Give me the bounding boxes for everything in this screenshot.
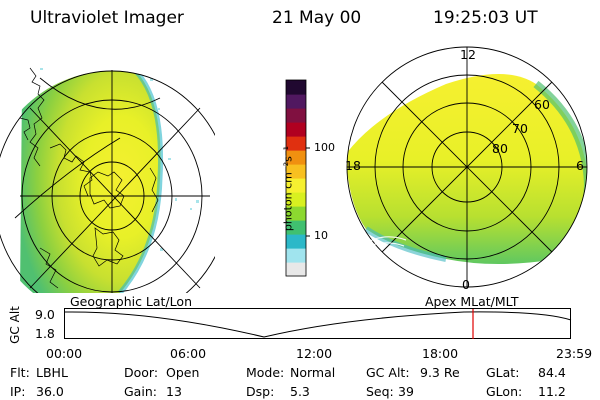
mlt-label-top: 12 <box>460 47 476 62</box>
status-glon-value: 11.2 <box>538 384 566 399</box>
colorbar-tick-10: 10 <box>314 229 328 242</box>
altitude-ylabel: GC Alt <box>8 306 22 344</box>
status-glon-key: GLon: <box>486 384 523 399</box>
time-label: 19:25:03 UT <box>433 8 538 28</box>
status-dsp-key: Dsp: <box>246 384 275 399</box>
status-glat-key: GLat: <box>486 365 520 380</box>
colorbar-stripe <box>286 108 306 123</box>
status-flt-key: Flt: <box>10 365 30 380</box>
colorbar-tick-100: 100 <box>314 141 335 154</box>
altitude-xtick-3: 18:00 <box>422 346 459 361</box>
speckle-noise <box>40 68 199 251</box>
altitude-xtick-4: 23:59 <box>556 346 593 361</box>
scan-arcs <box>359 236 407 251</box>
colorbar-scale <box>286 80 306 277</box>
colorbar <box>285 79 310 277</box>
status-dsp-value: 5.3 <box>290 384 310 399</box>
status-seq-key: Seq: <box>366 384 394 399</box>
apex-polar-image <box>346 46 588 288</box>
colorbar-stripe <box>286 136 306 151</box>
geo-grid <box>0 70 215 293</box>
colorbar-stripe <box>286 164 306 179</box>
status-door-key: Door: <box>124 365 159 380</box>
colorbar-stripe <box>286 94 306 109</box>
coastlines <box>19 67 159 289</box>
altitude-xtick-0: 00:00 <box>46 346 83 361</box>
colorbar-unit-label: photon cm⁻²s⁻¹ <box>281 145 295 232</box>
status-glat-value: 84.4 <box>538 365 566 380</box>
right-panel-label: Apex MLat/MLT <box>425 294 519 309</box>
status-seq-value: 39 <box>398 384 414 399</box>
colorbar-stripe <box>286 234 306 249</box>
colorbar-stripe <box>286 262 306 277</box>
lat-label-60: 60 <box>534 97 550 112</box>
colorbar-stripe <box>286 178 306 193</box>
mlt-label-right: 6 <box>576 158 584 173</box>
colorbar-stripe <box>286 220 306 235</box>
status-gcalt-value: 9.3 Re <box>420 365 460 380</box>
status-flt-value: LBHL <box>36 365 68 380</box>
altitude-plot <box>64 308 572 339</box>
status-gain-value: 13 <box>166 384 182 399</box>
mlt-label-bottom: 0 <box>462 277 470 292</box>
altitude-ylabel-wrap: GC Alt <box>2 306 30 346</box>
date-label: 21 May 00 <box>272 8 362 28</box>
mlt-label-left: 18 <box>345 158 361 173</box>
altitude-ytick-bottom: 1.8 <box>35 326 55 341</box>
altitude-xtick-1: 06:00 <box>170 346 207 361</box>
altitude-xtick-2: 12:00 <box>296 346 333 361</box>
status-door-value: Open <box>166 365 200 380</box>
instrument-title: Ultraviolet Imager <box>30 8 184 28</box>
geographic-image <box>0 67 215 293</box>
status-gain-key: Gain: <box>124 384 157 399</box>
colorbar-stripe <box>286 122 306 137</box>
colorbar-stripe <box>286 192 306 207</box>
colorbar-stripe <box>286 80 306 95</box>
status-gcalt-key: GC Alt: <box>366 365 410 380</box>
left-panel-label: Geographic Lat/Lon <box>70 294 192 309</box>
lat-label-80: 80 <box>492 141 508 156</box>
status-ip-key: IP: <box>10 384 26 399</box>
status-ip-value: 36.0 <box>36 384 64 399</box>
altitude-ytick-top: 9.0 <box>35 307 55 322</box>
colorbar-stripe <box>286 150 306 165</box>
colorbar-stripe <box>286 248 306 263</box>
colorbar-stripe <box>286 206 306 221</box>
status-mode-value: Normal <box>290 365 336 380</box>
lat-label-70: 70 <box>512 121 528 136</box>
polar-grid <box>346 46 588 288</box>
status-mode-key: Mode: <box>246 365 285 380</box>
